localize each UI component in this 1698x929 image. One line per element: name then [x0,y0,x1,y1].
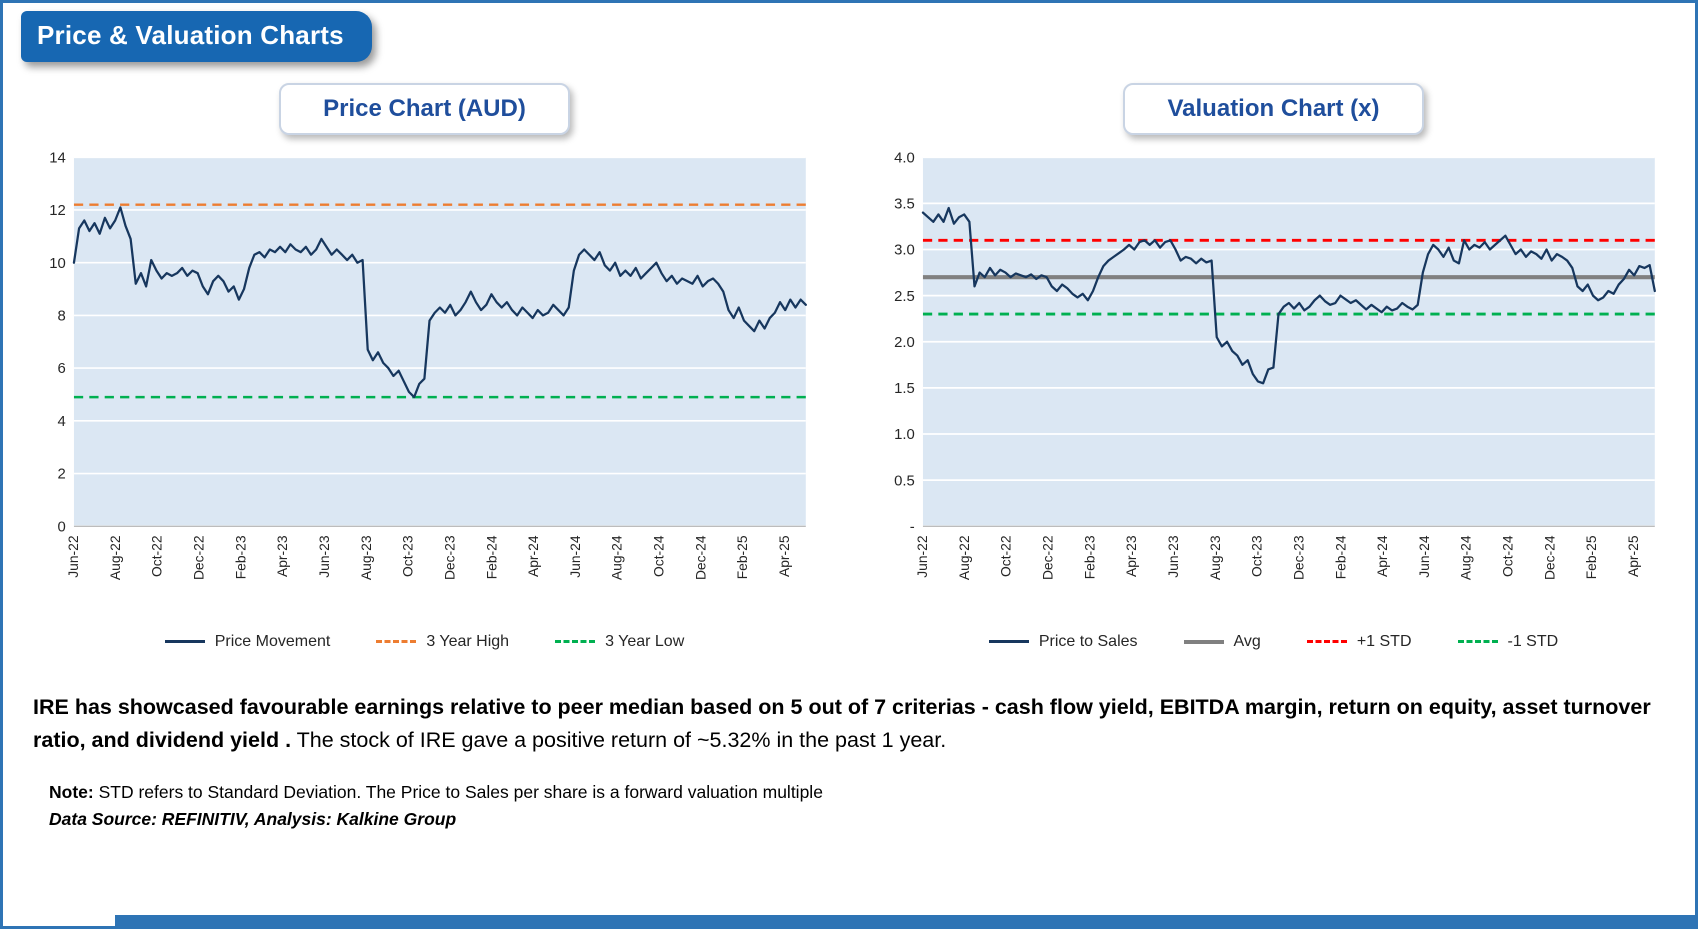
svg-text:Aug-23: Aug-23 [1207,535,1223,580]
legend-item: 3 Year Low [555,633,684,651]
svg-text:Dec-24: Dec-24 [1541,535,1557,580]
svg-text:1.5: 1.5 [894,381,915,397]
valuation-chart-title: Valuation Chart (x) [1167,95,1380,122]
valuation-chart-title-box: Valuation Chart (x) [1123,83,1424,135]
legend-line-swatch [376,640,417,644]
svg-text:Jun-24: Jun-24 [1416,535,1432,578]
summary-text: IRE has showcased favourable earnings re… [33,691,1661,756]
svg-text:2.0: 2.0 [894,335,915,351]
svg-text:Feb-24: Feb-24 [483,535,499,579]
svg-text:3.0: 3.0 [894,243,915,259]
svg-text:0: 0 [57,519,65,535]
svg-text:8: 8 [57,309,65,325]
svg-text:10: 10 [49,256,66,272]
svg-text:Aug-24: Aug-24 [609,535,625,580]
valuation-chart-block: Valuation Chart (x) - 0.5 1.0 1.5 2.0 2.5 3.0 3… [884,83,1663,651]
svg-text:Feb-25: Feb-25 [734,535,750,579]
commentary-block: IRE has showcased favourable earnings re… [33,691,1661,830]
price-chart-plot: 0 2 4 6 8 10 12 14 Jun-22 Aug-22 Oct-22 Dec-22 Feb-2… [49,150,807,580]
valuation-chart-legend: Price to Sales Avg +1 STD -1 STD [884,633,1663,651]
svg-text:Aug-22: Aug-22 [107,535,123,580]
legend-item: 3 Year High [376,633,509,651]
legend-item: -1 STD [1457,632,1559,651]
svg-text:Feb-25: Feb-25 [1583,535,1599,579]
svg-text:Apr-23: Apr-23 [1123,535,1139,577]
svg-text:Jun-24: Jun-24 [567,535,583,578]
data-source: Data Source: REFINITIV, Analysis: Kalkin… [49,809,457,830]
svg-text:Apr-25: Apr-25 [1625,535,1641,577]
legend-item: Price to Sales [988,632,1138,651]
legend-label: +1 STD [1356,632,1412,650]
svg-text:Dec-23: Dec-23 [1290,535,1306,580]
svg-text:Aug-23: Aug-23 [358,535,374,580]
legend-label: 3 Year High [426,632,510,650]
svg-text:2.5: 2.5 [894,289,915,305]
svg-text:Feb-23: Feb-23 [232,535,248,579]
svg-text:Oct-22: Oct-22 [149,535,165,577]
svg-text:Jun-23: Jun-23 [1165,535,1181,578]
legend-label: 3 Year Low [605,632,685,650]
svg-text:Oct-24: Oct-24 [651,535,667,577]
svg-text:3.5: 3.5 [894,197,915,213]
svg-text:Oct-24: Oct-24 [1500,535,1516,577]
svg-text:4: 4 [57,414,65,430]
legend-line-swatch [1306,640,1347,644]
price-chart-legend: Price Movement 3 Year High 3 Year Low [35,633,814,651]
svg-text:Aug-24: Aug-24 [1458,535,1474,580]
valuation-chart-plot: - 0.5 1.0 1.5 2.0 2.5 3.0 3.5 4.0 Jun-22 Aug-22 Oct… [894,150,1656,580]
svg-text:Aug-22: Aug-22 [956,535,972,580]
svg-text:Feb-24: Feb-24 [1332,535,1348,579]
svg-text:0.5: 0.5 [894,473,915,489]
legend-label: Price Movement [214,632,331,650]
legend-label: Avg [1233,632,1261,650]
svg-text:12: 12 [49,203,66,219]
legend-item: +1 STD [1306,632,1412,651]
legend-line-swatch [1183,639,1224,644]
svg-text:1.0: 1.0 [894,427,915,443]
svg-text:Jun-22: Jun-22 [65,535,81,577]
page-title: Price & Valuation Charts [37,20,344,50]
page-title-badge: Price & Valuation Charts [21,11,372,62]
svg-text:Dec-23: Dec-23 [441,535,457,580]
svg-text:2: 2 [57,467,65,483]
svg-text:Apr-24: Apr-24 [525,535,541,577]
note-text: STD refers to Standard Deviation. The Pr… [98,782,823,803]
svg-text:Dec-22: Dec-22 [191,535,207,580]
svg-text:Apr-25: Apr-25 [776,535,792,577]
svg-text:4.0: 4.0 [894,150,915,166]
svg-text:-: - [910,519,915,535]
svg-text:Oct-23: Oct-23 [1249,535,1265,577]
svg-text:Apr-23: Apr-23 [274,535,290,577]
svg-text:Jun-22: Jun-22 [914,535,930,577]
note-line: Note: STD refers to Standard Deviation. … [49,782,1661,803]
legend-line-swatch [164,640,205,644]
svg-text:Jun-23: Jun-23 [316,535,332,578]
price-chart-block: Price Chart (AUD) 0 2 4 6 8 10 12 14 Jun-22 Aug-2… [35,83,814,651]
svg-text:Dec-22: Dec-22 [1040,535,1056,580]
svg-text:14: 14 [49,150,66,166]
note-label: Note: [49,782,94,803]
legend-line-swatch [1457,640,1498,644]
legend-item: Price Movement [164,632,331,651]
price-chart-title-box: Price Chart (AUD) [279,83,570,135]
price-chart-title: Price Chart (AUD) [323,95,526,122]
legend-item: Avg [1183,632,1261,651]
svg-text:Dec-24: Dec-24 [692,535,708,580]
notes-block: Note: STD refers to Standard Deviation. … [33,782,1661,830]
svg-text:6: 6 [57,361,65,377]
legend-line-swatch [555,640,596,644]
svg-text:Oct-22: Oct-22 [998,535,1014,577]
summary-bold: IRE has showcased favourable earnings re… [33,695,1651,752]
bottom-accent-bar [115,915,1695,926]
svg-text:Apr-24: Apr-24 [1374,535,1390,577]
svg-text:Oct-23: Oct-23 [400,535,416,577]
svg-text:Feb-23: Feb-23 [1081,535,1097,579]
legend-label: -1 STD [1507,632,1559,650]
charts-row: Price Chart (AUD) 0 2 4 6 8 10 12 14 Jun-22 Aug-2… [35,83,1663,651]
legend-label: Price to Sales [1038,632,1138,650]
summary-regular: The stock of IRE gave a positive return … [296,727,947,752]
legend-line-swatch [988,640,1029,644]
